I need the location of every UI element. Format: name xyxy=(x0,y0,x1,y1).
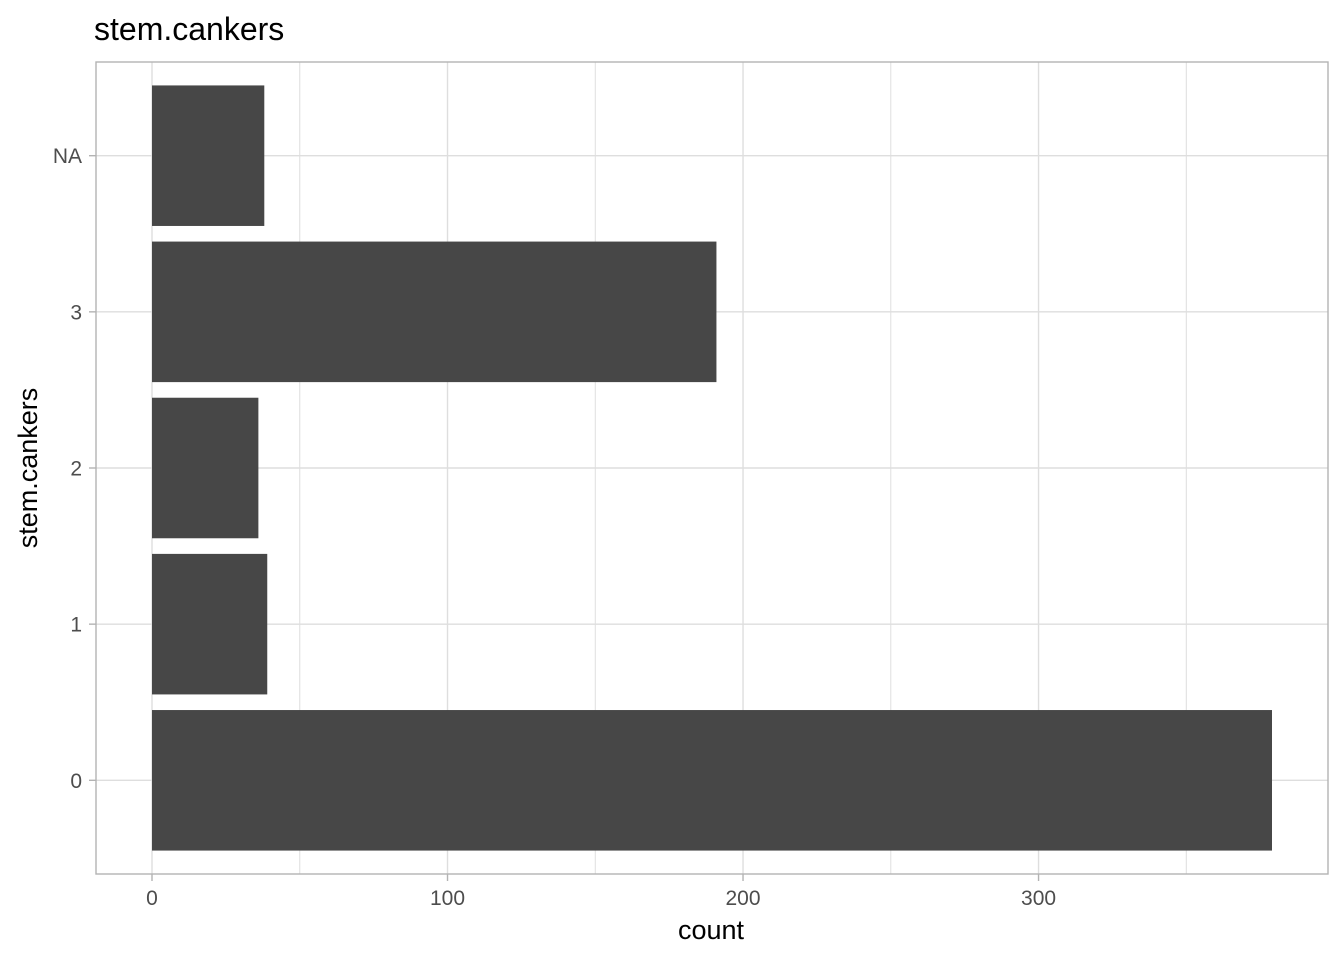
y-tick-label: NA xyxy=(53,145,82,168)
chart-title: stem.cankers xyxy=(94,11,284,47)
x-axis-title: count xyxy=(678,915,745,945)
x-tick-label: 300 xyxy=(1021,887,1056,910)
tick-marks xyxy=(89,154,1040,881)
bar-2 xyxy=(152,397,259,539)
tick-labels: 0 100 200 300 0 1 2 3 NA xyxy=(53,145,1056,910)
y-tick-label: 0 xyxy=(70,770,82,793)
bar-3 xyxy=(152,241,717,383)
y-axis-title: stem.cankers xyxy=(13,388,43,549)
bar-0 xyxy=(152,710,1272,851)
bar-1 xyxy=(152,553,268,695)
y-tick-label: 1 xyxy=(70,614,82,637)
bars xyxy=(152,85,1272,851)
x-tick-label: 200 xyxy=(726,887,761,910)
y-tick-label: 2 xyxy=(70,458,82,481)
y-tick-label: 3 xyxy=(70,301,82,324)
x-tick-label: 0 xyxy=(146,887,158,910)
bar-na xyxy=(152,85,265,226)
x-tick-label: 100 xyxy=(430,887,465,910)
